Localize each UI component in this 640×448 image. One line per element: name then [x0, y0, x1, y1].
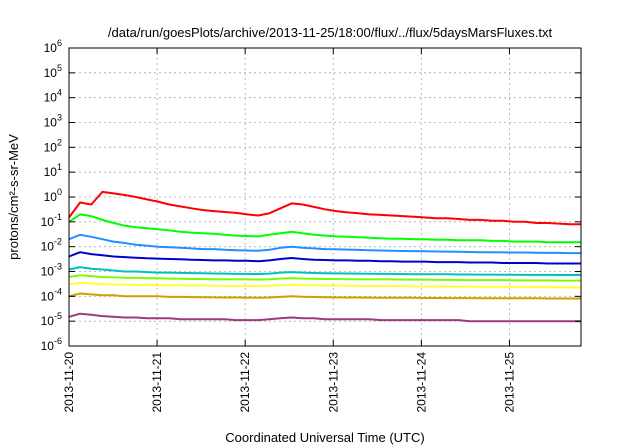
y-tick-label: 103 [44, 113, 62, 130]
y-tick-label: 106 [44, 38, 62, 55]
y-tick-label: 10-4 [41, 286, 62, 303]
chart-title: /data/run/goesPlots/archive/2013-11-25/1… [108, 25, 553, 40]
y-axis: 10-6 10-5 10-4 10-3 10-2 10-1 100 101 102 103 104 1… [41, 38, 581, 353]
series-line [68, 292, 581, 300]
series-line [68, 281, 581, 289]
y-tick-label: 104 [44, 88, 62, 105]
x-tick-label: 2013-11-23 [326, 352, 340, 413]
y-tick-label: 10-5 [41, 311, 62, 328]
series-line [68, 312, 581, 323]
y-tick-label: 10-6 [41, 336, 62, 353]
series-line [68, 251, 581, 265]
y-tick-label: 10-2 [41, 237, 62, 254]
series-lines [68, 190, 581, 323]
y-tick-label: 102 [44, 137, 62, 154]
x-axis-label: Coordinated Universal Time (UTC) [225, 430, 424, 445]
grid [69, 48, 581, 346]
y-tick-label: 105 [44, 63, 62, 80]
series-line [68, 274, 581, 282]
x-axis: 2013-11-20 2013-11-21 2013-11-22 2013-11-23… [62, 48, 516, 413]
y-tick-label: 10-3 [41, 262, 62, 279]
x-tick-label: 2013-11-21 [150, 352, 164, 413]
x-tick-label: 2013-11-20 [62, 352, 76, 413]
x-tick-label: 2013-11-22 [238, 352, 252, 413]
y-tick-label: 10-1 [41, 212, 62, 229]
series-line [68, 190, 581, 226]
series-line [68, 266, 581, 276]
series-line [68, 213, 581, 244]
series-line [68, 233, 581, 255]
x-tick-label: 2013-11-25 [502, 352, 516, 413]
x-tick-label: 2013-11-24 [414, 352, 428, 413]
y-tick-label: 100 [44, 187, 62, 204]
y-tick-label: 101 [44, 162, 62, 179]
y-axis-label: protons/cm²-s-sr-MeV [6, 134, 21, 260]
